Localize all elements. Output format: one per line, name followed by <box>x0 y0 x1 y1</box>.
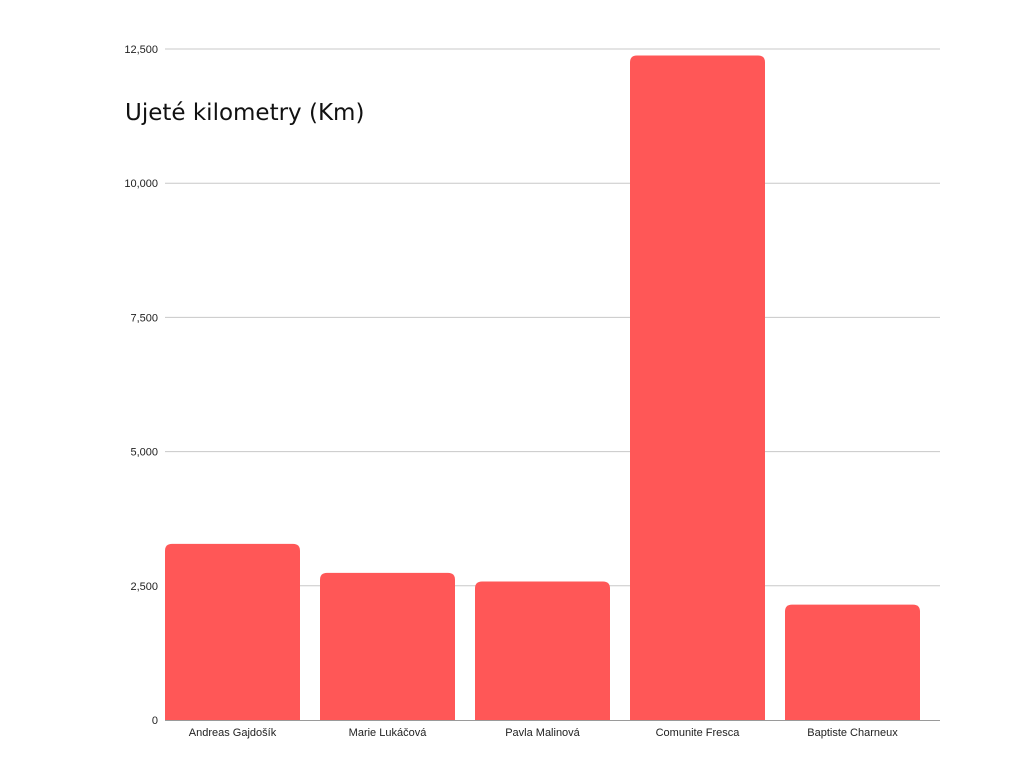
bar <box>165 543 300 720</box>
y-tick-label: 7,500 <box>130 312 158 324</box>
x-tick-label: Baptiste Charneux <box>807 727 898 739</box>
chart-title: Ujeté kilometry (Km) <box>125 100 365 126</box>
x-tick-label: Andreas Gajdošík <box>189 727 277 739</box>
y-tick-label: 0 <box>152 715 158 727</box>
y-tick-label: 12,500 <box>124 44 158 56</box>
x-axis-labels: Andreas Gajdošík Marie Lukáčová Pavla Mali… <box>189 727 898 739</box>
x-tick-label: Comunite Fresca <box>656 727 741 739</box>
bar <box>785 604 920 720</box>
y-axis-ticks: 0 2,500 5,000 7,500 10,000 12,500 <box>124 44 158 727</box>
x-tick-label: Marie Lukáčová <box>349 727 428 739</box>
gridlines <box>165 48 940 587</box>
y-tick-label: 5,000 <box>130 447 158 459</box>
y-tick-label: 10,000 <box>124 178 158 190</box>
x-tick-label: Pavla Malinová <box>505 727 580 739</box>
bar <box>630 55 765 721</box>
bar <box>475 581 610 720</box>
bars <box>165 55 920 721</box>
bar <box>320 572 455 720</box>
y-tick-label: 2,500 <box>130 581 158 593</box>
